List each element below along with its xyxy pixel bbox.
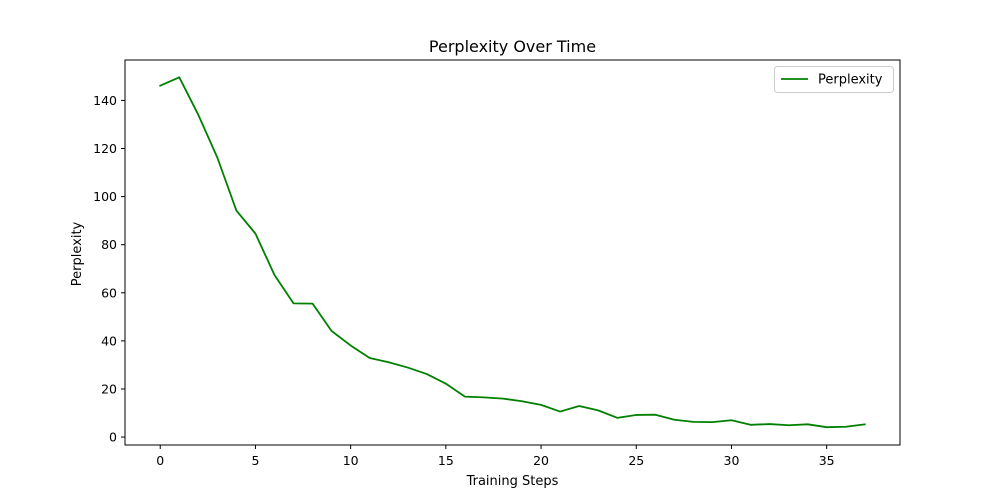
x-tick-label: 15 — [438, 453, 454, 468]
x-tick-label: 30 — [724, 453, 740, 468]
x-tick-label: 10 — [343, 453, 359, 468]
chart-title: Perplexity Over Time — [429, 37, 596, 56]
y-tick-label: 60 — [101, 285, 117, 300]
y-tick-label: 0 — [109, 430, 117, 445]
x-tick-label: 20 — [533, 453, 549, 468]
y-tick-label: 20 — [101, 381, 117, 396]
legend: Perplexity — [774, 66, 894, 93]
y-tick-label: 120 — [93, 141, 117, 156]
axis-ticks: 0 5 10 15 20 25 30 35 0 20 40 60 80 100 120 140 — [93, 93, 835, 468]
legend-entry-label: Perplexity — [818, 73, 883, 88]
x-tick-label: 0 — [156, 453, 164, 468]
plot-area — [124, 59, 901, 446]
y-tick-label: 80 — [101, 237, 117, 252]
y-axis-label: Perplexity — [70, 221, 85, 286]
axes-frame — [124, 59, 901, 446]
y-tick-label: 40 — [101, 333, 117, 348]
y-tick-label: 100 — [93, 189, 117, 204]
x-tick-label: 35 — [819, 453, 835, 468]
x-axis-label: Training Steps — [466, 474, 559, 489]
x-tick-label: 5 — [251, 453, 259, 468]
x-tick-label: 25 — [628, 453, 644, 468]
legend-box — [774, 66, 894, 93]
series-line-0 — [159, 76, 866, 429]
y-tick-label: 140 — [93, 93, 117, 108]
